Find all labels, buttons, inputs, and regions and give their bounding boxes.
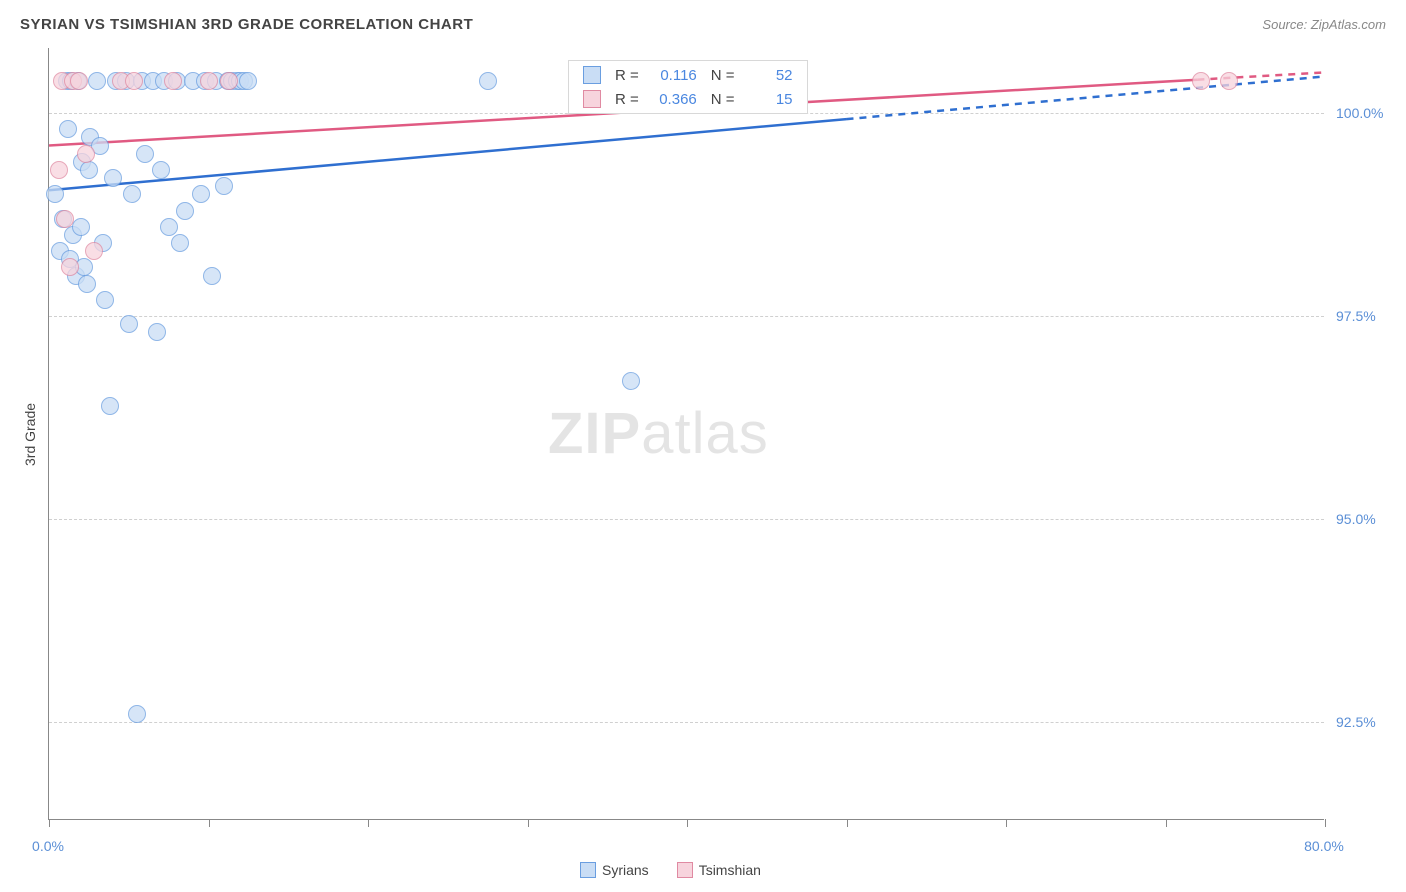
y-tick-label: 92.5% [1336,714,1376,730]
data-point [160,218,178,236]
data-point [479,72,497,90]
x-tick [1325,819,1326,827]
y-tick-label: 100.0% [1336,105,1383,121]
data-point [120,315,138,333]
data-point [192,185,210,203]
data-point [80,161,98,179]
x-tick [847,819,848,827]
x-tick [1006,819,1007,827]
chart-source: Source: ZipAtlas.com [1262,17,1386,32]
data-point [56,210,74,228]
data-point [203,267,221,285]
data-point [176,202,194,220]
stats-row: R = 0.366 N = 15 [569,87,807,111]
data-point [46,185,64,203]
data-point [61,258,79,276]
legend-label: Tsimshian [699,862,761,878]
x-tick [1166,819,1167,827]
data-point [101,397,119,415]
data-point [215,177,233,195]
stats-n-key: N = [711,67,735,84]
stats-r-value: 0.366 [651,91,697,108]
y-tick-label: 95.0% [1336,511,1376,527]
data-point [148,323,166,341]
stats-n-key: N = [711,91,735,108]
series-legend: Syrians Tsimshian [580,862,761,878]
stats-box: R = 0.116 N = 52 R = 0.366 N = 15 [568,60,808,114]
data-point [125,72,143,90]
x-tick [528,819,529,827]
data-point [1220,72,1238,90]
data-point [200,72,218,90]
trend-lines [49,48,1325,820]
x-tick-label: 80.0% [1304,838,1344,854]
data-point [152,161,170,179]
x-tick-label: 0.0% [32,838,64,854]
stats-r-key: R = [615,67,639,84]
data-point [78,275,96,293]
data-point [59,120,77,138]
y-tick-label: 97.5% [1336,308,1376,324]
x-tick [368,819,369,827]
stats-n-value: 52 [747,67,793,84]
chart-title: SYRIAN VS TSIMSHIAN 3RD GRADE CORRELATIO… [20,16,473,33]
legend-item: Syrians [580,862,649,878]
data-point [171,234,189,252]
stats-r-key: R = [615,91,639,108]
legend-swatch [677,862,693,878]
chart-header: SYRIAN VS TSIMSHIAN 3RD GRADE CORRELATIO… [20,16,1386,33]
trend-line-dashed [1197,72,1325,79]
data-point [128,705,146,723]
stats-swatch [583,66,601,84]
data-point [72,218,90,236]
data-point [622,372,640,390]
data-point [164,72,182,90]
data-point [239,72,257,90]
x-tick [49,819,50,827]
stats-n-value: 15 [747,91,793,108]
legend-swatch [580,862,596,878]
data-point [50,161,68,179]
plot-area [48,48,1324,820]
x-tick [209,819,210,827]
data-point [136,145,154,163]
legend-item: Tsimshian [677,862,761,878]
data-point [96,291,114,309]
stats-row: R = 0.116 N = 52 [569,63,807,87]
gridline [49,316,1324,317]
stats-r-value: 0.116 [651,67,697,84]
trend-line-solid [49,119,847,190]
data-point [88,72,106,90]
data-point [123,185,141,203]
x-tick [687,819,688,827]
data-point [70,72,88,90]
source-name: ZipAtlas.com [1311,17,1386,32]
gridline [49,519,1324,520]
gridline [49,722,1324,723]
data-point [1192,72,1210,90]
y-axis-label: 3rd Grade [22,403,38,466]
source-label: Source: [1262,17,1307,32]
stats-swatch [583,90,601,108]
data-point [77,145,95,163]
data-point [104,169,122,187]
data-point [85,242,103,260]
data-point [220,72,238,90]
legend-label: Syrians [602,862,649,878]
